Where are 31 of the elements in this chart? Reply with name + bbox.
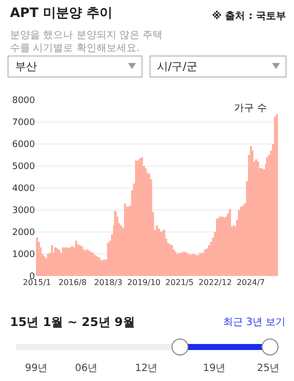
x-tick-label: 2022/12 xyxy=(198,278,232,287)
chart-subtitle: 분양을 했으나 분양되지 않은 주택 수를 시기별로 확인해보세요. xyxy=(10,30,163,54)
bar xyxy=(124,203,126,276)
y-tick-label: 8000 xyxy=(12,96,36,106)
bar xyxy=(276,114,278,276)
y-tick-label: 7000 xyxy=(12,118,36,128)
y-tick-label: 5000 xyxy=(12,162,36,172)
text: 19년 xyxy=(203,363,226,374)
text: 06년 xyxy=(75,363,98,374)
bar xyxy=(107,243,110,276)
x-tick-label: 2021/5 xyxy=(165,278,194,287)
y-tick-label: 4000 xyxy=(12,184,36,194)
text: 25년 xyxy=(257,363,280,374)
y-tick-label: 3000 xyxy=(12,206,36,216)
text: ※ 출처 : 국토부 xyxy=(212,10,286,22)
chart-title: APT 미분양 추이 xyxy=(10,6,113,21)
text: 시/구/군 xyxy=(157,60,198,73)
y-axis-title: 가구 수 xyxy=(234,103,268,114)
text: 부산 xyxy=(15,60,37,73)
text: 최근 3년 보기 xyxy=(223,317,286,328)
y-tick-label: 6000 xyxy=(12,140,36,150)
bar xyxy=(36,238,38,276)
text: 99년 xyxy=(25,363,48,374)
text: 15년 1월 ~ 25년 9월 xyxy=(10,315,135,329)
x-tick-label: 2019/10 xyxy=(127,278,160,287)
text: 12년 xyxy=(135,363,158,374)
y-tick-label: 2000 xyxy=(12,228,36,238)
x-tick-label: 2024/7 xyxy=(236,278,265,287)
x-tick-label: 2016/8 xyxy=(58,278,87,287)
y-tick-label: 1000 xyxy=(12,250,36,260)
x-tick-label: 2018/3 xyxy=(94,278,122,287)
